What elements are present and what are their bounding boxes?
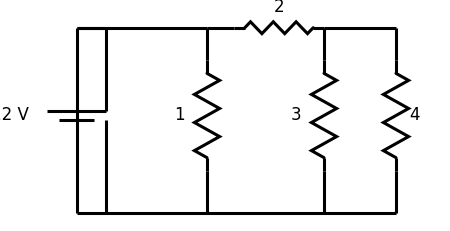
Text: 1: 1 [174, 106, 184, 125]
Text: 3: 3 [291, 106, 302, 125]
Text: 12 V: 12 V [0, 106, 29, 125]
Text: 4: 4 [410, 106, 420, 125]
Text: 2: 2 [274, 0, 284, 16]
